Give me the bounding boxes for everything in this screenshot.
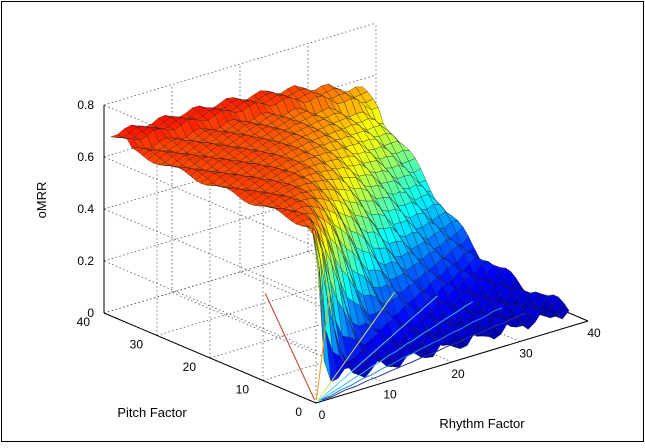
contour-line — [264, 293, 316, 401]
y-tick-label: 30 — [130, 338, 144, 352]
y-axis-label: Pitch Factor — [117, 405, 187, 420]
contour-line — [321, 307, 503, 401]
z-tick-label: 0.2 — [77, 254, 94, 268]
x-tick-label: 30 — [519, 347, 533, 361]
z-axis-label: oMRR — [34, 182, 49, 219]
contour-line — [317, 291, 396, 401]
z-tick-label: 0 — [87, 306, 94, 320]
y-tick-label: 40 — [77, 315, 91, 329]
x-tick-label: 0 — [319, 408, 326, 422]
y-tick-label: 10 — [236, 383, 250, 397]
x-tick-label: 40 — [587, 326, 601, 340]
x-tick-label: 10 — [383, 388, 397, 402]
x-tick-label: 20 — [451, 367, 465, 381]
surface-layer — [110, 83, 570, 383]
x-axis-label: Rhythm Factor — [439, 416, 525, 431]
x-axis-line — [315, 320, 589, 404]
back-wall-grid-line — [103, 22, 377, 106]
z-tick-label: 0.6 — [77, 150, 94, 164]
y-tick-label: 20 — [183, 360, 197, 374]
contour-line — [319, 301, 474, 402]
z-tick-label: 0.4 — [77, 202, 94, 216]
z-tick-label: 0.8 — [77, 98, 94, 112]
contour-layer — [264, 290, 527, 402]
surface-patch — [556, 302, 570, 320]
contour-line — [322, 312, 527, 401]
y-axis-line — [103, 312, 317, 404]
contour-line — [318, 295, 438, 402]
contour-line — [315, 290, 331, 401]
y-tick-label: 0 — [295, 405, 302, 419]
